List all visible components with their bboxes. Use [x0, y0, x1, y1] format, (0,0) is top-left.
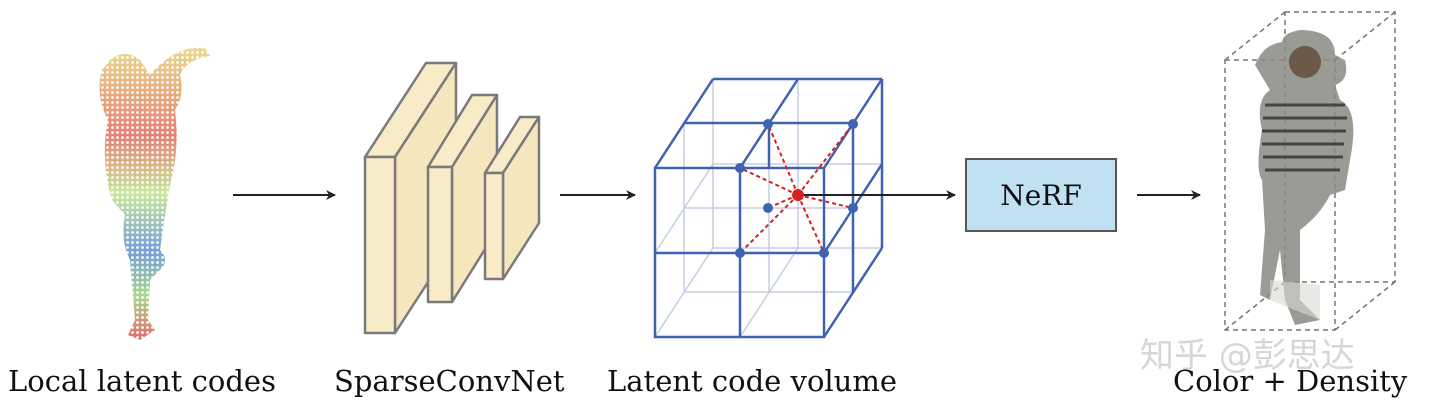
- label-color-density: Color + Density: [1173, 364, 1408, 398]
- conv-layer-2: [426, 93, 499, 304]
- sparseconvnet-layers: [363, 61, 541, 335]
- watermark: 知乎 @彭思达: [1140, 336, 1355, 376]
- nerf-box: NeRF: [965, 158, 1117, 232]
- conv-layer-1: [363, 61, 458, 335]
- interpolation-lines: [739, 123, 854, 254]
- vertex-points: [735, 119, 858, 258]
- latent-code-volume: [653, 77, 956, 339]
- rendered-human: [1224, 11, 1396, 331]
- label-latent-code-volume: Latent code volume: [607, 364, 898, 398]
- point-cloud-human: [99, 47, 210, 341]
- label-sparseconvnet: SparseConvNet: [334, 364, 565, 398]
- sample-point: [792, 189, 804, 201]
- conv-layer-3: [483, 115, 541, 281]
- label-local-latent-codes: Local latent codes: [8, 364, 276, 398]
